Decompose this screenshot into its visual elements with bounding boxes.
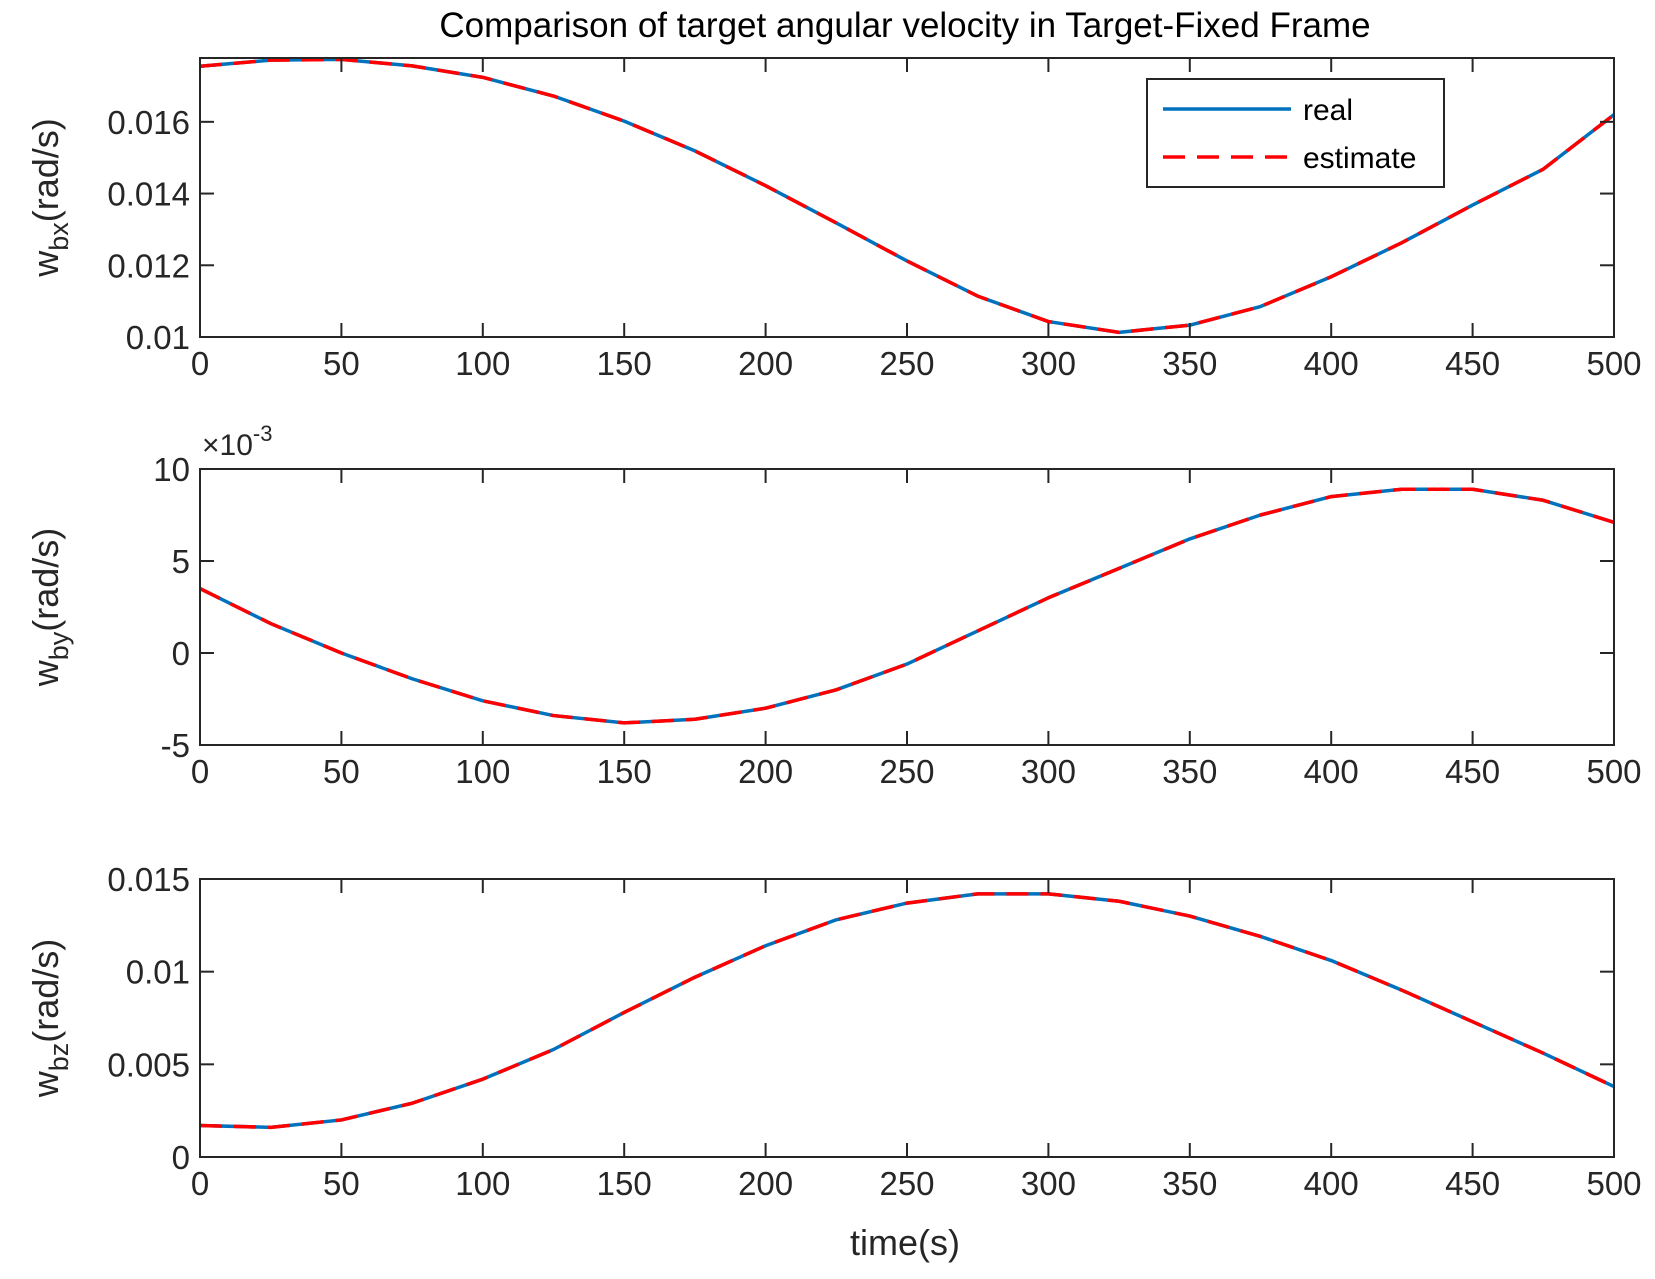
x-tick-label: 100	[455, 345, 510, 382]
x-tick-label: 0	[191, 1165, 209, 1202]
x-tick-label: 350	[1162, 345, 1217, 382]
y-tick-label: 0	[172, 635, 190, 672]
x-tick-label: 150	[597, 753, 652, 790]
subplot-bz: 0 50 100 150 200 250 300 350 400 450 500 0 0.005 0.01…	[25, 861, 1642, 1202]
x-tick-label: 250	[879, 1165, 934, 1202]
y-tick-label: 0.012	[107, 247, 190, 284]
x-tick-label: 400	[1304, 345, 1359, 382]
series-line-estimate	[200, 892, 1614, 1130]
x-tick-label: 200	[738, 345, 793, 382]
y-tick-label: 0.015	[107, 861, 190, 898]
x-tick-label: 50	[323, 753, 360, 790]
x-tick-label: 450	[1445, 1165, 1500, 1202]
y-tick-label: 0.01	[126, 319, 190, 356]
x-tick-label: 350	[1162, 753, 1217, 790]
x-axis-label: time(s)	[850, 1222, 960, 1263]
x-tick-label: 200	[738, 753, 793, 790]
x-tick-label: 300	[1021, 753, 1076, 790]
subplot-bx: 0 50 100 150 200 250 300 350 400 450 500 0.01 0.012 0…	[25, 57, 1642, 382]
y-exponent-label: ×10-3	[202, 421, 272, 462]
x-tick-label: 100	[455, 1165, 510, 1202]
x-tick-label: 150	[597, 345, 652, 382]
x-tick-label: 400	[1304, 753, 1359, 790]
y-tick-label: -5	[161, 727, 190, 764]
legend-label-estimate: estimate	[1303, 142, 1416, 175]
legend: real estimate	[1146, 78, 1445, 188]
y-tick-label: 0.016	[107, 104, 190, 141]
x-tick-label: 300	[1021, 345, 1076, 382]
x-tick-label: 400	[1304, 1165, 1359, 1202]
x-tick-label: 0	[191, 753, 209, 790]
x-tick-label: 500	[1586, 753, 1641, 790]
subplot-by: 0 50 100 150 200 250 300 350 400 450 500-50510×10-…	[25, 421, 1642, 790]
x-tick-label: 450	[1445, 345, 1500, 382]
series-line-estimate	[200, 58, 1614, 335]
y-tick-label: 0.01	[126, 954, 190, 991]
series-line-estimate	[200, 487, 1614, 725]
x-tick-label: 150	[597, 1165, 652, 1202]
x-tick-label: 250	[879, 753, 934, 790]
x-tick-label: 500	[1586, 1165, 1641, 1202]
legend-label-real: real	[1303, 94, 1353, 127]
y-axis-label: wbz(rad/s)	[25, 939, 74, 1099]
y-tick-label: 0	[172, 1139, 190, 1176]
y-tick-label: 5	[172, 543, 190, 580]
figure-title: Comparison of target angular velocity in…	[439, 6, 1370, 45]
x-tick-label: 50	[323, 345, 360, 382]
legend-box	[1146, 78, 1445, 188]
x-tick-label: 350	[1162, 1165, 1217, 1202]
plots: 0 50 100 150 200 250 300 350 400 450 5000.010.0120…	[25, 57, 1642, 1202]
x-tick-label: 0	[191, 345, 209, 382]
y-tick-label: 0.014	[107, 176, 190, 213]
x-tick-label: 250	[879, 345, 934, 382]
plot-area	[200, 469, 1614, 745]
x-tick-label: 450	[1445, 753, 1500, 790]
y-tick-label: 0.005	[107, 1046, 190, 1083]
y-tick-label: 10	[153, 451, 190, 488]
y-axis-label: wbx(rad/s)	[25, 118, 74, 278]
x-tick-label: 200	[738, 1165, 793, 1202]
y-axis-label: wby(rad/s)	[25, 528, 74, 688]
x-tick-label: 500	[1586, 345, 1641, 382]
x-tick-label: 100	[455, 753, 510, 790]
x-tick-label: 300	[1021, 1165, 1076, 1202]
x-tick-label: 50	[323, 1165, 360, 1202]
plot-area	[200, 879, 1614, 1157]
